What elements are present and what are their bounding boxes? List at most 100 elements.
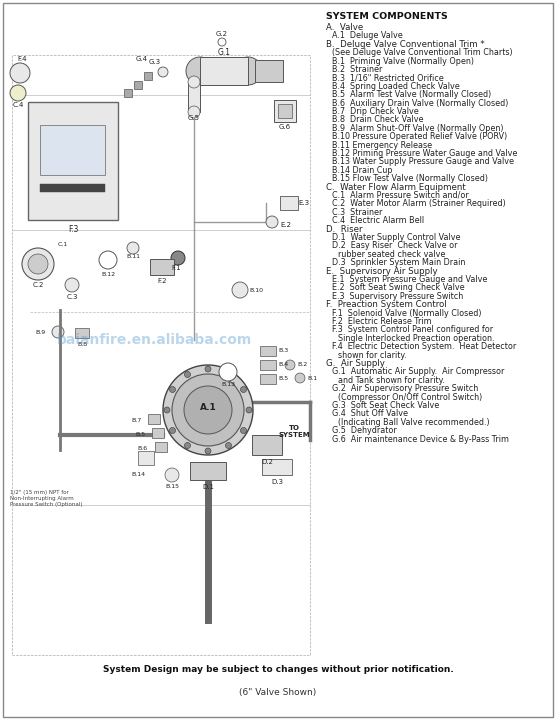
Text: A.  Valve: A. Valve <box>326 23 363 32</box>
Text: F.3  System Control Panel configured for: F.3 System Control Panel configured for <box>332 325 493 334</box>
Text: F.2: F.2 <box>157 278 167 284</box>
Circle shape <box>205 366 211 372</box>
Circle shape <box>52 326 64 338</box>
Text: B.6  Auxiliary Drain Valve (Normally Closed): B.6 Auxiliary Drain Valve (Normally Clos… <box>332 99 508 107</box>
Text: D.2  Easy Riser  Check Valve or: D.2 Easy Riser Check Valve or <box>332 241 458 251</box>
Circle shape <box>219 363 237 381</box>
Text: G.1  Automatic Air Supply.  Air Compressor: G.1 Automatic Air Supply. Air Compressor <box>332 367 504 377</box>
Circle shape <box>232 282 248 298</box>
Text: F.2  Electric Release Trim: F.2 Electric Release Trim <box>332 317 431 326</box>
Bar <box>134 81 142 89</box>
Circle shape <box>205 448 211 454</box>
Bar <box>150 259 174 275</box>
Text: SYSTEM COMPONENTS: SYSTEM COMPONENTS <box>326 12 448 21</box>
Bar <box>138 451 154 465</box>
Bar <box>12 55 310 655</box>
Bar <box>124 89 132 97</box>
Text: B.9  Alarm Shut-Off Valve (Normally Open): B.9 Alarm Shut-Off Valve (Normally Open) <box>332 124 504 132</box>
Text: D.  Riser: D. Riser <box>326 225 363 233</box>
Text: B.14 Drain Cup: B.14 Drain Cup <box>332 166 393 175</box>
Text: D.1: D.1 <box>202 484 214 490</box>
Text: G.3: G.3 <box>149 59 161 65</box>
Text: D.3  Sprinkler System Main Drain: D.3 Sprinkler System Main Drain <box>332 258 465 267</box>
Text: C.4  Electric Alarm Bell: C.4 Electric Alarm Bell <box>332 216 424 225</box>
Circle shape <box>99 251 117 269</box>
Text: E.3  Supervisory Pressure Switch: E.3 Supervisory Pressure Switch <box>332 292 463 301</box>
Text: G.2: G.2 <box>216 31 228 37</box>
Text: F.  Preaction System Control: F. Preaction System Control <box>326 300 446 309</box>
Bar <box>255 60 283 82</box>
Text: B.5: B.5 <box>278 377 288 382</box>
Circle shape <box>184 386 232 434</box>
Text: G.  Air Supply: G. Air Supply <box>326 359 385 368</box>
Text: E.2: E.2 <box>280 222 291 228</box>
Text: A.1: A.1 <box>200 402 216 412</box>
Bar <box>200 57 248 85</box>
Text: G.2  Air Supervisory Pressure Switch: G.2 Air Supervisory Pressure Switch <box>332 384 478 393</box>
Text: 1/2" (15 mm) NPT for
Non-Interrupting Alarm
Pressure Switch (Optional): 1/2" (15 mm) NPT for Non-Interrupting Al… <box>10 490 82 507</box>
Bar <box>148 414 160 424</box>
Text: B.11: B.11 <box>126 254 140 259</box>
Bar <box>152 428 164 438</box>
Text: Single Interlocked Preaction operation.: Single Interlocked Preaction operation. <box>338 334 494 343</box>
Text: B.5  Alarm Test Valve (Normally Closed): B.5 Alarm Test Valve (Normally Closed) <box>332 90 492 99</box>
Text: TO
SYSTEM: TO SYSTEM <box>278 425 310 438</box>
Text: B.8: B.8 <box>77 342 87 347</box>
Bar <box>28 102 118 220</box>
Circle shape <box>171 251 185 265</box>
Text: B.12: B.12 <box>101 272 115 277</box>
Circle shape <box>185 443 191 449</box>
Text: baianfire.en.alibaba.com: baianfire.en.alibaba.com <box>57 333 252 347</box>
Text: (See Deluge Valve Conventional Trim Charts): (See Deluge Valve Conventional Trim Char… <box>332 48 513 57</box>
Text: B.13 Water Supply Pressure Gauge and Valve: B.13 Water Supply Pressure Gauge and Val… <box>332 158 514 166</box>
Text: B.2: B.2 <box>297 362 307 367</box>
Text: F.3: F.3 <box>68 225 78 234</box>
Text: G.5  Dehydrator: G.5 Dehydrator <box>332 426 397 435</box>
Text: D.3: D.3 <box>271 479 283 485</box>
Text: (Compressor On/Off Control Switch): (Compressor On/Off Control Switch) <box>338 392 482 402</box>
Text: (6" Valve Shown): (6" Valve Shown) <box>240 688 316 696</box>
Circle shape <box>186 57 214 85</box>
Text: G.1: G.1 <box>217 48 231 57</box>
Text: B.5: B.5 <box>135 433 145 438</box>
Text: C.3  Strainer: C.3 Strainer <box>332 208 383 217</box>
Text: F.1: F.1 <box>171 265 181 271</box>
Bar <box>274 100 296 122</box>
Text: F.1  Solenoid Valve (Normally Closed): F.1 Solenoid Valve (Normally Closed) <box>332 309 481 318</box>
Bar <box>155 442 167 452</box>
Circle shape <box>285 360 295 370</box>
Text: B.2  Strainer: B.2 Strainer <box>332 65 383 74</box>
Circle shape <box>226 372 231 377</box>
Text: shown for clarity.: shown for clarity. <box>338 351 406 359</box>
Text: C.4: C.4 <box>12 102 24 108</box>
Text: G.6  Air maintenance Device & By-Pass Trim: G.6 Air maintenance Device & By-Pass Tri… <box>332 435 509 444</box>
Circle shape <box>188 76 200 88</box>
Text: B.9: B.9 <box>36 330 46 335</box>
Circle shape <box>241 428 246 433</box>
Bar <box>190 462 226 480</box>
Text: C.2  Water Motor Alarm (Strainer Required): C.2 Water Motor Alarm (Strainer Required… <box>332 199 506 208</box>
Circle shape <box>172 374 244 446</box>
Text: F.4  Electric Detection System.  Heat Detector: F.4 Electric Detection System. Heat Dete… <box>332 342 517 351</box>
Bar <box>144 72 152 80</box>
Circle shape <box>218 38 226 46</box>
Text: B.13: B.13 <box>221 382 235 387</box>
Text: C.2: C.2 <box>32 282 44 288</box>
Text: A.1  Deluge Valve: A.1 Deluge Valve <box>332 32 403 40</box>
Circle shape <box>185 372 191 377</box>
Bar <box>260 346 276 356</box>
Text: B.7: B.7 <box>132 418 142 423</box>
Bar <box>40 125 105 175</box>
Circle shape <box>234 57 262 85</box>
Bar <box>262 459 292 475</box>
Text: B.3: B.3 <box>278 348 288 354</box>
Bar <box>75 328 89 338</box>
Circle shape <box>165 468 179 482</box>
Circle shape <box>10 63 30 83</box>
Text: D.1  Water Supply Control Valve: D.1 Water Supply Control Valve <box>332 233 460 242</box>
Text: B.10: B.10 <box>249 287 263 292</box>
Text: B.15: B.15 <box>165 484 179 489</box>
Text: F.4: F.4 <box>17 56 27 62</box>
Text: C.3: C.3 <box>66 294 78 300</box>
Text: E.2  Soft Seat Swing Check Valve: E.2 Soft Seat Swing Check Valve <box>332 284 465 292</box>
